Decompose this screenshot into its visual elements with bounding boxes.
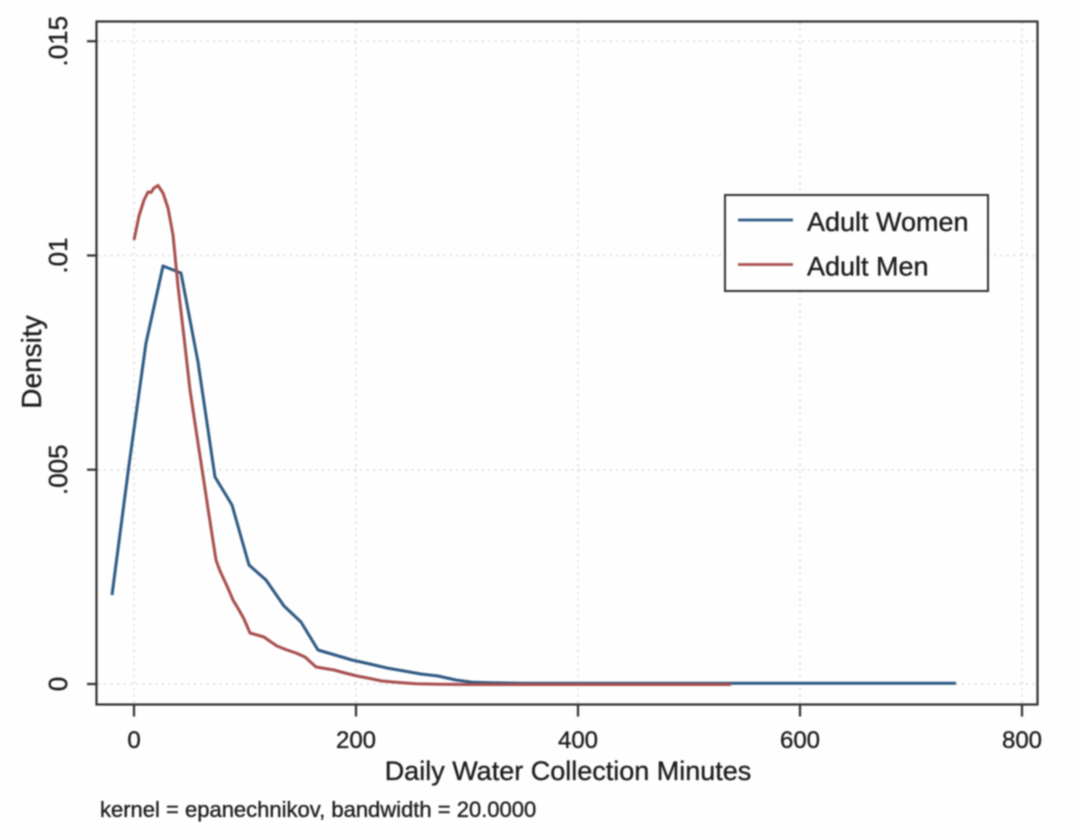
svg-text:600: 600 xyxy=(780,727,820,754)
svg-text:800: 800 xyxy=(1002,727,1042,754)
svg-text:.005: .005 xyxy=(43,444,73,495)
svg-text:400: 400 xyxy=(558,727,598,754)
svg-text:0: 0 xyxy=(43,677,73,691)
svg-text:kernel = epanechnikov, bandwid: kernel = epanechnikov, bandwidth = 20.00… xyxy=(100,797,536,822)
svg-text:Daily Water Collection Minutes: Daily Water Collection Minutes xyxy=(385,756,752,786)
svg-text:0: 0 xyxy=(127,727,140,754)
svg-text:200: 200 xyxy=(336,727,376,754)
svg-text:.01: .01 xyxy=(43,237,73,273)
svg-text:Density: Density xyxy=(16,315,47,408)
svg-text:Adult Men: Adult Men xyxy=(807,252,929,282)
svg-text:.015: .015 xyxy=(43,16,73,67)
svg-text:Adult Women: Adult Women xyxy=(807,207,969,237)
